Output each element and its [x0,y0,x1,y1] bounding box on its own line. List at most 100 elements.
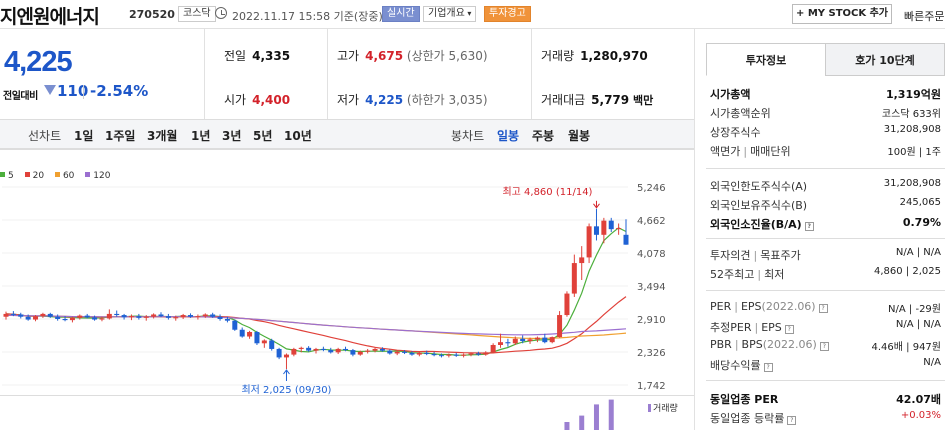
y-tick-label: 2,910 [637,315,666,326]
candle-body [224,319,230,321]
period-1d[interactable]: 1일 [74,129,94,143]
candle-body [446,354,452,356]
per-label: PER [710,300,732,313]
candle-body [453,354,459,356]
info-icon[interactable]: ? [818,304,828,313]
volume-bar [608,399,614,430]
period-1w[interactable]: 1주일 [105,129,136,143]
change-amount: 110 [44,82,88,100]
candle-body [379,348,385,351]
candle-body [18,314,24,317]
candle-body [357,351,363,355]
legend-swatch [54,172,60,177]
market-badge: 코스닥 [178,6,216,22]
mcap-rank-row: 시가총액순위 코스닥 633위 [710,105,941,123]
pbr-label: PBR [710,338,732,351]
line-chart-label: 선차트 [28,129,62,143]
legend-ma5: 5 [0,171,14,181]
info-icon[interactable]: ? [784,325,794,334]
eps-label: EPS [740,300,762,313]
candle-body [173,317,179,319]
candle-body [306,347,312,351]
mcap-label: 시가총액 [710,88,751,101]
candle-body [431,354,437,356]
candle-body [483,352,489,355]
high-annotation: 최고 4,860 (11/14) [502,186,592,198]
candle-monthly[interactable]: 월봉 [568,129,591,143]
candle-body [365,350,371,352]
candle-body [261,340,267,344]
legend-label: 20 [32,171,45,181]
info-icon[interactable]: ? [804,222,814,231]
info-icon[interactable]: ? [763,363,773,372]
warning-badge[interactable]: 투자경고 [484,6,531,22]
candle-daily[interactable]: 일봉 [497,129,520,143]
candle-body [601,220,607,235]
quick-order-link[interactable]: 빠른주문 [904,10,945,23]
candle-body [593,226,599,235]
candle-body [298,347,304,349]
current-price: 4,225 [4,46,73,78]
y-tick-label: 1,742 [637,381,666,392]
candle-body [608,220,614,230]
lower-limit: (하한가 3,035) [406,93,488,107]
prev-close-row: 전일 4,335 [224,47,290,64]
candle-body [291,348,297,355]
period-3y[interactable]: 3년 [222,129,242,143]
candle-body [269,340,275,349]
mcap-value: 1,319억원 [885,88,941,101]
opinion-label: 투자의견 [710,249,751,262]
y-tick-label: 2,326 [637,348,666,359]
volume-label: 거래량 [541,49,575,63]
candle-weekly[interactable]: 주봉 [532,129,555,143]
pbr-bps-value: 4.46배 | 947원 [871,342,941,353]
period-10y[interactable]: 10년 [284,129,312,143]
tab-orderbook[interactable]: 호가 10단계 [825,43,945,76]
candle-body [527,339,533,342]
candle-body [47,313,53,317]
candle-body [69,317,75,321]
open-row: 시가 4,400 [224,91,290,108]
candle-body [416,352,422,355]
corp-overview-dropdown[interactable]: 기업개요 [423,6,477,22]
candle-body [92,317,98,320]
eps-period: (2022.06) [761,300,816,313]
ind-rate-label: 동일업종 등락률 [710,412,785,425]
period-5y[interactable]: 5년 [253,129,273,143]
legend-label: 5 [8,171,14,181]
candle-body [623,234,629,245]
ma-legend: 5 20 60 120 [0,171,118,181]
candle-body [283,354,289,358]
period-1y[interactable]: 1년 [191,129,211,143]
candle-body [188,315,194,317]
candle-body [475,353,481,355]
realtime-badge[interactable]: 실시간 [382,6,420,22]
add-mystock-button[interactable]: + MY STOCK 추가 [792,4,892,24]
open-label: 시가 [224,93,247,107]
legend-ma120: 120 [85,171,110,181]
mcap-row: 시가총액 1,319억원 [710,86,941,104]
mcap-group: 시가총액 1,319억원 시가총액순위 코스닥 633위 상장주식수 31,208,9… [706,76,945,169]
ind-rate-value: +0.03% [900,410,941,421]
change-divider [83,85,84,99]
candle-body [549,337,555,343]
period-3m[interactable]: 3개월 [147,129,178,143]
candle-body [99,318,105,320]
quote-datetime: 2022.11.17 15:58 기준(장중) [232,10,383,23]
tab-invest-info[interactable]: 투자정보 [706,43,826,76]
week52-low-label: 최저 [764,268,785,281]
candle-body [40,313,46,317]
opinion-row: 투자의견 | 목표주가 N/A | N/A [710,247,941,262]
foreign-hold-row: 외국인보유주식수(B) 245,065 [710,197,941,215]
legend-ma60: 60 [54,171,74,181]
change-percent: -2.54% [90,82,149,100]
div-row: 배당수익률? N/A [710,357,941,375]
candle-body [534,337,540,340]
unit-label: 매매단위 [750,145,791,158]
candle-body [128,316,134,318]
info-icon[interactable]: ? [819,342,829,351]
info-icon[interactable]: ? [787,416,797,425]
low-arrowhead [283,369,290,375]
chart-toolbar: 선차트 1일 1주일 3개월 1년 3년 5년 10년 봉차트 일봉 주봉 월봉 [0,119,694,149]
chart-right-border [694,29,695,430]
